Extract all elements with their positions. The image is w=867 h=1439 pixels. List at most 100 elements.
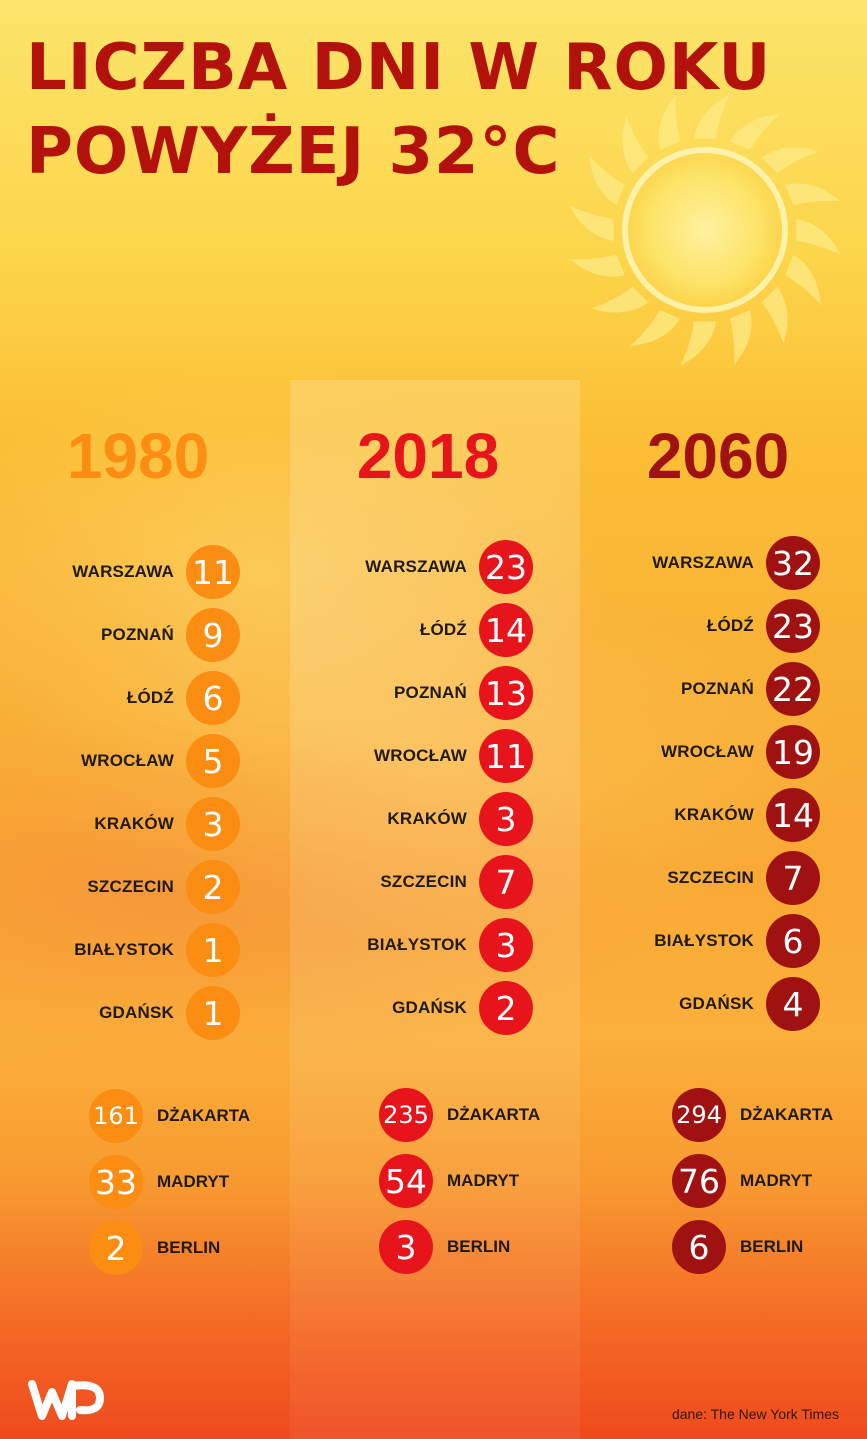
city-label: WROCŁAW (661, 742, 754, 761)
city-label: WARSZAWA (72, 562, 174, 581)
city-label: WROCŁAW (81, 751, 174, 770)
page-title: LICZBA DNI W ROKU POWYŻEJ 32°C (26, 26, 771, 194)
sun-ray (658, 95, 681, 150)
value-badge: 2 (186, 860, 240, 914)
sun-ray (622, 116, 649, 174)
value-badge: 23 (766, 599, 820, 653)
source-note: dane: The New York Times (671, 1406, 839, 1422)
world-city-row: 33 MADRYT (89, 1154, 229, 1210)
city-row: SZCZECIN 2 (2, 859, 240, 915)
city-label: ŁÓDŹ (126, 688, 174, 707)
city-label: BIAŁYSTOK (74, 940, 174, 959)
sun-icon (569, 94, 841, 366)
city-label: ŁÓDŹ (419, 620, 467, 639)
value-badge: 235 (379, 1088, 433, 1142)
city-row: ŁÓDŹ 14 (295, 602, 533, 658)
city-label: WARSZAWA (365, 557, 467, 576)
city-row: GDAŃSK 1 (2, 985, 240, 1041)
value-badge: 11 (479, 729, 533, 783)
sun-ray (569, 205, 614, 242)
sun-ray (589, 155, 625, 206)
value-badge: 5 (186, 734, 240, 788)
column-panel-2018 (290, 380, 580, 1439)
city-label: BIAŁYSTOK (654, 931, 754, 950)
sun-ray (680, 321, 717, 366)
world-city-row: 235 DŻAKARTA (379, 1087, 540, 1143)
value-badge: 23 (479, 540, 533, 594)
world-city-row: 54 MADRYT (379, 1153, 519, 1209)
sun-ray (729, 114, 780, 150)
city-row: SZCZECIN 7 (582, 850, 820, 906)
sun-ray (570, 254, 625, 277)
city-row: WROCŁAW 11 (295, 728, 533, 784)
city-label: POZNAŃ (681, 679, 754, 698)
city-label: DŻAKARTA (157, 1106, 251, 1125)
value-badge: 9 (186, 608, 240, 662)
title-line-1: LICZBA DNI W ROKU (26, 31, 772, 105)
year-heading-2060: 2060 (646, 420, 790, 492)
value-badge: 7 (479, 855, 533, 909)
city-row: WROCŁAW 19 (582, 724, 820, 780)
city-row: BIAŁYSTOK 6 (582, 913, 820, 969)
value-badge: 6 (186, 671, 240, 725)
city-label: GDAŃSK (679, 994, 754, 1013)
city-label: ŁÓDŹ (706, 616, 754, 635)
world-city-row: 76 MADRYT (672, 1153, 812, 1209)
value-badge: 2 (89, 1221, 143, 1275)
city-label: GDAŃSK (99, 1003, 174, 1022)
sun-ray (796, 218, 841, 255)
city-label: SZCZECIN (380, 872, 467, 891)
value-badge: 6 (766, 914, 820, 968)
sun-ray (591, 286, 649, 313)
wp-logo-icon (28, 1380, 104, 1420)
sun-ray (693, 94, 730, 139)
city-row: POZNAŃ 9 (2, 607, 240, 663)
city-row: KRAKÓW 14 (582, 787, 820, 843)
city-label: KRAKÓW (94, 814, 174, 833)
city-row: BIAŁYSTOK 3 (295, 917, 533, 973)
value-badge: 54 (379, 1154, 433, 1208)
value-badge: 294 (672, 1088, 726, 1142)
world-city-row: 6 BERLIN (672, 1219, 803, 1275)
value-badge: 3 (479, 792, 533, 846)
value-badge: 13 (479, 666, 533, 720)
value-badge: 1 (186, 986, 240, 1040)
title-line-2: POWYŻEJ 32°C (26, 115, 561, 189)
value-badge: 7 (766, 851, 820, 905)
value-badge: 33 (89, 1155, 143, 1209)
value-badge: 14 (479, 603, 533, 657)
city-row: WROCŁAW 5 (2, 733, 240, 789)
sun-ray (630, 310, 681, 346)
sun-ray (785, 254, 821, 305)
city-label: DŻAKARTA (447, 1105, 541, 1124)
city-label: SZCZECIN (87, 877, 174, 896)
city-label: SZCZECIN (667, 868, 754, 887)
city-row: GDAŃSK 4 (582, 976, 820, 1032)
value-badge: 76 (672, 1154, 726, 1208)
city-row: WARSZAWA 23 (295, 539, 533, 595)
city-label: KRAKÓW (387, 809, 467, 828)
value-badge: 6 (672, 1220, 726, 1274)
city-row: WARSZAWA 11 (2, 544, 240, 600)
value-badge: 161 (89, 1089, 143, 1143)
sun-ray (761, 147, 819, 174)
city-label: BERLIN (740, 1237, 804, 1256)
value-badge: 32 (766, 536, 820, 590)
city-label: POZNAŃ (101, 625, 174, 644)
value-badge: 14 (766, 788, 820, 842)
city-label: DŻAKARTA (740, 1105, 834, 1124)
value-badge: 11 (186, 545, 240, 599)
value-badge: 3 (186, 797, 240, 851)
value-badge: 19 (766, 725, 820, 779)
city-label: BERLIN (447, 1237, 511, 1256)
city-label: POZNAŃ (394, 683, 467, 702)
city-label: BIAŁYSTOK (367, 935, 467, 954)
city-row: BIAŁYSTOK 1 (2, 922, 240, 978)
city-row: WARSZAWA 32 (582, 535, 820, 591)
value-badge: 2 (479, 981, 533, 1035)
city-row: POZNAŃ 22 (582, 661, 820, 717)
world-city-row: 294 DŻAKARTA (672, 1087, 833, 1143)
city-row: ŁÓDŹ 23 (582, 598, 820, 654)
city-label: MADRYT (157, 1172, 230, 1191)
city-label: WARSZAWA (652, 553, 754, 572)
